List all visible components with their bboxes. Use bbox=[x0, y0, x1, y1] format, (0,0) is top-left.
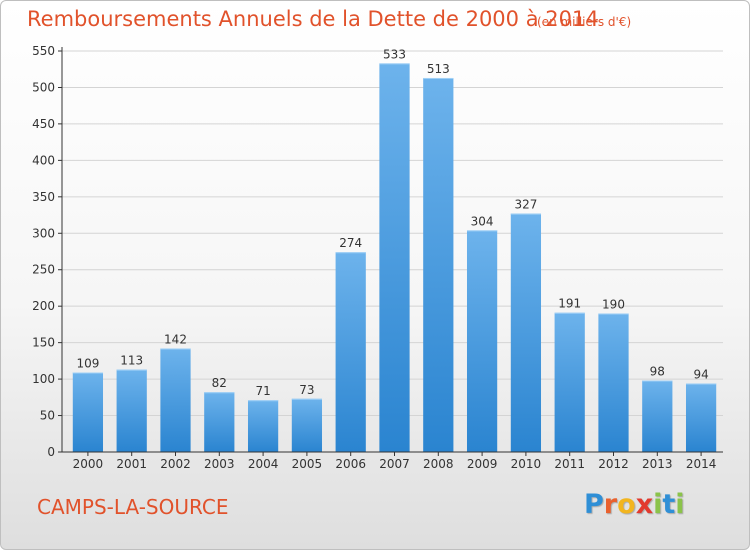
x-tick-label: 2001 bbox=[116, 457, 147, 471]
x-tick-label: 2009 bbox=[467, 457, 498, 471]
bar-value-label: 142 bbox=[164, 332, 187, 346]
logo-letter: r bbox=[603, 489, 618, 520]
x-tick-label: 2011 bbox=[554, 457, 585, 471]
bar-value-label: 109 bbox=[76, 357, 99, 371]
bar-value-label: 533 bbox=[383, 47, 406, 61]
y-tick-label: 50 bbox=[40, 409, 55, 423]
y-tick-label: 0 bbox=[47, 445, 55, 459]
bar bbox=[291, 398, 323, 452]
logo-letter: i bbox=[675, 489, 685, 520]
chart-title: Remboursements Annuels de la Dette de 20… bbox=[27, 7, 599, 31]
y-tick-label: 400 bbox=[32, 153, 55, 167]
bar bbox=[379, 63, 410, 453]
proxiti-logo: Proxiti bbox=[584, 489, 685, 520]
bar-value-label: 82 bbox=[212, 376, 227, 390]
bar-value-label: 190 bbox=[602, 297, 625, 311]
y-tick-label: 150 bbox=[32, 336, 55, 350]
bar bbox=[685, 383, 717, 452]
bar-value-label: 98 bbox=[650, 365, 665, 379]
x-tick-label: 2003 bbox=[204, 457, 235, 471]
bar-value-label: 191 bbox=[558, 297, 581, 311]
bar-value-label: 71 bbox=[255, 384, 270, 398]
bar bbox=[335, 252, 366, 452]
labels: 0 50 100 150 200 250 300 350 400 450 500 550 109 2000… bbox=[32, 44, 716, 471]
bar-value-label: 94 bbox=[693, 367, 708, 381]
bar-value-label: 513 bbox=[427, 62, 450, 76]
bar-value-label: 73 bbox=[299, 383, 314, 397]
x-tick-label: 2005 bbox=[292, 457, 323, 471]
y-tick-label: 100 bbox=[32, 372, 55, 386]
bars bbox=[72, 63, 717, 453]
x-tick-label: 2008 bbox=[423, 457, 454, 471]
bar-value-label: 304 bbox=[471, 214, 494, 228]
bar bbox=[247, 400, 279, 452]
y-tick-label: 500 bbox=[32, 80, 55, 94]
bar bbox=[160, 348, 191, 452]
bar bbox=[72, 372, 104, 452]
logo-letter: o bbox=[617, 489, 636, 520]
bar bbox=[554, 312, 585, 452]
y-tick-label: 300 bbox=[32, 226, 55, 240]
x-tick-label: 2014 bbox=[686, 457, 717, 471]
bar bbox=[466, 230, 498, 452]
logo-letter: x bbox=[635, 489, 654, 520]
bar bbox=[598, 313, 629, 452]
x-tick-label: 2007 bbox=[379, 457, 410, 471]
x-tick-label: 2010 bbox=[511, 457, 542, 471]
bar bbox=[204, 392, 235, 452]
y-tick-label: 450 bbox=[32, 117, 55, 131]
y-tick-label: 200 bbox=[32, 299, 55, 313]
x-tick-label: 2004 bbox=[248, 457, 279, 471]
commune-name: CAMPS-LA-SOURCE bbox=[37, 495, 229, 519]
bar bbox=[642, 380, 673, 452]
logo-letter: t bbox=[662, 489, 676, 520]
y-tick-label: 550 bbox=[32, 44, 55, 58]
logo-letter: P bbox=[584, 489, 604, 520]
y-tick-label: 350 bbox=[32, 190, 55, 204]
x-tick-label: 2006 bbox=[335, 457, 366, 471]
x-tick-label: 2013 bbox=[642, 457, 673, 471]
logo-letter: i bbox=[653, 489, 663, 520]
bar bbox=[116, 369, 147, 452]
chart-subtitle: (en milliers d'€) bbox=[537, 15, 632, 29]
bar bbox=[423, 77, 454, 452]
bar-value-label: 327 bbox=[514, 198, 537, 212]
y-tick-label: 250 bbox=[32, 263, 55, 277]
x-tick-label: 2002 bbox=[160, 457, 191, 471]
bar-value-label: 113 bbox=[120, 354, 143, 368]
x-tick-label: 2012 bbox=[598, 457, 629, 471]
bar bbox=[510, 213, 542, 452]
axes bbox=[58, 47, 723, 456]
bar-value-label: 274 bbox=[339, 236, 362, 250]
x-tick-label: 2000 bbox=[73, 457, 104, 471]
